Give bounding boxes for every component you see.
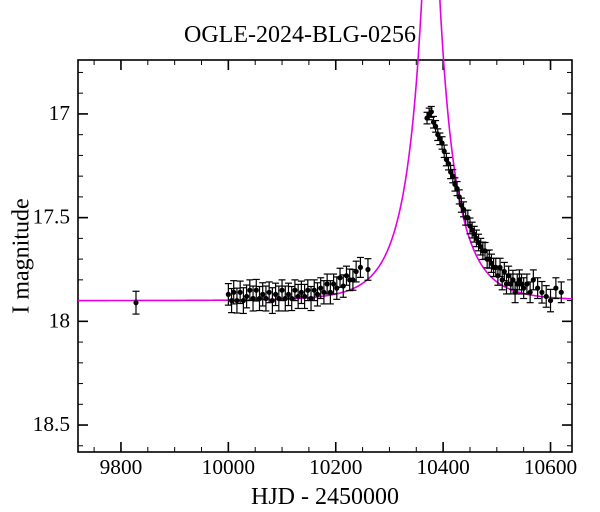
svg-text:17: 17 [49,101,71,125]
svg-text:18.5: 18.5 [33,412,70,436]
svg-text:17.5: 17.5 [33,205,70,229]
svg-text:9800: 9800 [100,455,143,479]
x-axis-label: HJD - 2450000 [78,484,572,511]
svg-text:10400: 10400 [416,455,469,479]
svg-text:18: 18 [49,308,70,332]
svg-text:10200: 10200 [309,455,362,479]
svg-text:10000: 10000 [202,455,255,479]
y-axis-label: I magnitude [9,198,36,313]
chart-plot-svg: 9800 10000 10200 10400 10600 17 17.5 18 18.5 [0,0,600,512]
figure-stage: OGLE-2024-BLG-0256 I magnitude HJD - 245… [0,0,600,512]
svg-text:10600: 10600 [524,455,577,479]
chart-title: OGLE-2024-BLG-0256 [0,22,600,49]
